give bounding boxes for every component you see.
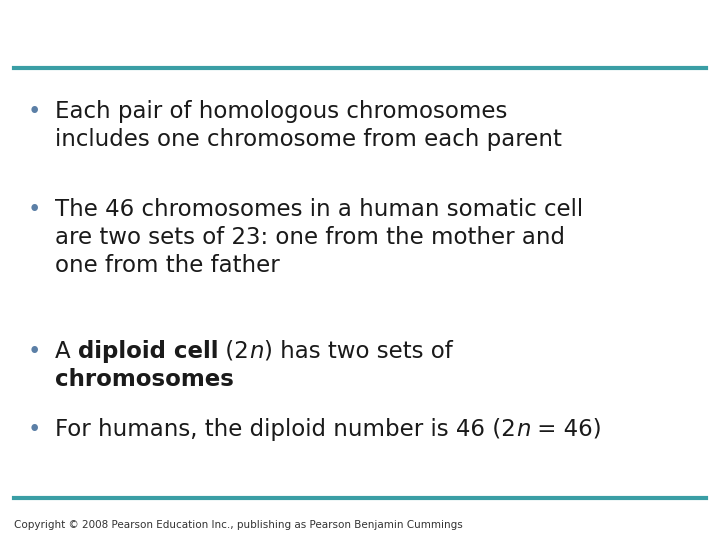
Text: n: n bbox=[516, 418, 530, 441]
Text: (2: (2 bbox=[218, 340, 249, 363]
Text: one from the father: one from the father bbox=[55, 254, 280, 277]
Text: •: • bbox=[28, 340, 41, 363]
Text: Each pair of homologous chromosomes: Each pair of homologous chromosomes bbox=[55, 100, 508, 123]
Text: For humans, the diploid number is 46 (2: For humans, the diploid number is 46 (2 bbox=[55, 418, 516, 441]
Text: chromosomes: chromosomes bbox=[55, 368, 234, 391]
Text: •: • bbox=[28, 100, 41, 123]
Text: •: • bbox=[28, 418, 41, 441]
Text: = 46): = 46) bbox=[530, 418, 602, 441]
Text: Copyright © 2008 Pearson Education Inc., publishing as Pearson Benjamin Cummings: Copyright © 2008 Pearson Education Inc.,… bbox=[14, 520, 463, 530]
Text: •: • bbox=[28, 198, 41, 221]
Text: The 46 chromosomes in a human somatic cell: The 46 chromosomes in a human somatic ce… bbox=[55, 198, 583, 221]
Text: n: n bbox=[249, 340, 264, 363]
Text: includes one chromosome from each parent: includes one chromosome from each parent bbox=[55, 128, 562, 151]
Text: diploid cell: diploid cell bbox=[78, 340, 218, 363]
Text: are two sets of 23: one from the mother and: are two sets of 23: one from the mother … bbox=[55, 226, 565, 249]
Text: A: A bbox=[55, 340, 78, 363]
Text: ) has two sets of: ) has two sets of bbox=[264, 340, 452, 363]
